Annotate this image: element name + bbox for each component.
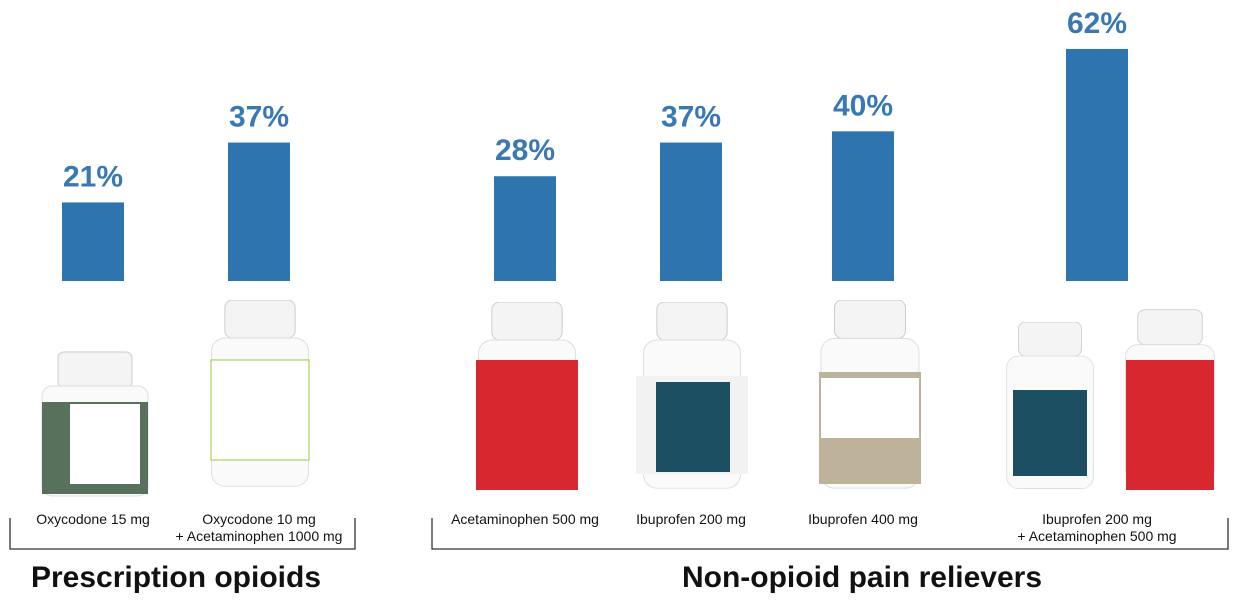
- value-label: 21%: [63, 160, 123, 193]
- value-label: 37%: [661, 101, 721, 134]
- category-label: Acetaminophen 500 mg: [451, 511, 599, 527]
- category-label: Oxycodone 15 mg: [36, 511, 150, 527]
- bar: [228, 143, 290, 281]
- bar: [832, 131, 894, 281]
- group-label: Prescription opioids: [31, 561, 321, 594]
- value-label: 28%: [495, 134, 555, 167]
- category-line: + Acetaminophen 500 mg: [1017, 528, 1176, 544]
- category-label: Ibuprofen 400 mg: [808, 511, 918, 527]
- category-line: Ibuprofen 400 mg: [808, 511, 918, 527]
- category-line: + Acetaminophen 1000 mg: [176, 528, 343, 544]
- value-label: 62%: [1067, 7, 1127, 40]
- category-label: Ibuprofen 200 mg+ Acetaminophen 500 mg: [1017, 511, 1176, 544]
- group-label: Non-opioid pain relievers: [682, 561, 1042, 594]
- value-label: 37%: [229, 101, 289, 134]
- bar: [62, 202, 124, 281]
- category-label: Oxycodone 10 mg+ Acetaminophen 1000 mg: [176, 511, 343, 544]
- value-label: 40%: [833, 89, 893, 122]
- category-line: Ibuprofen 200 mg: [1042, 511, 1152, 527]
- category-line: Acetaminophen 500 mg: [451, 511, 599, 527]
- category-line: Ibuprofen 200 mg: [636, 511, 746, 527]
- category-label: Ibuprofen 200 mg: [636, 511, 746, 527]
- chart: Prescription opioids Non-opioid pain rel…: [0, 0, 1239, 606]
- category-line: Oxycodone 10 mg: [202, 511, 316, 527]
- bar: [494, 176, 556, 281]
- category-line: Oxycodone 15 mg: [36, 511, 150, 527]
- bar: [660, 143, 722, 281]
- bar: [1066, 49, 1128, 281]
- bottles: [42, 300, 1215, 496]
